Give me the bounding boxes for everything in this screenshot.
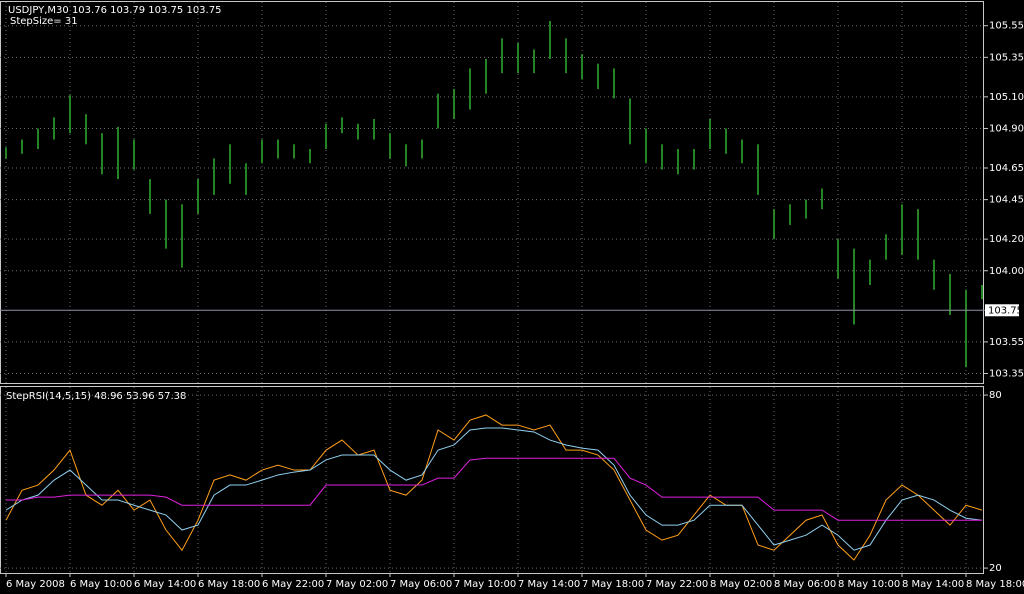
y-tick-label: 104.65: [989, 163, 1024, 174]
y-tick-label: 104.90: [989, 123, 1024, 134]
x-tick-label: 8 May 18:00: [966, 579, 1024, 590]
y-tick-label: 103.35: [989, 369, 1024, 380]
y-tick-label: 105.35: [989, 52, 1024, 63]
indicator-panel-frame: [0, 386, 984, 574]
y-tick-label: 104.20: [989, 234, 1024, 245]
price-title: USDJPY,M30 103.76 103.79 103.75 103.75: [8, 5, 221, 16]
x-tick-label: 7 May 02:00: [326, 579, 388, 590]
price-panel-frame: [0, 1, 984, 384]
y-tick-label: 104.00: [989, 266, 1024, 277]
x-tick-label: 8 May 10:00: [838, 579, 900, 590]
x-tick-label: 8 May 06:00: [774, 579, 836, 590]
y-tick-label: 104.45: [989, 195, 1024, 206]
y-tick-label: 103.55: [989, 337, 1024, 348]
x-tick-label: 6 May 22:00: [262, 579, 324, 590]
y-tick-label: 105.55: [989, 21, 1024, 32]
x-tick-label: 6 May 2008: [6, 579, 65, 590]
y-tick-label: 80: [989, 390, 1002, 401]
last-price-box: [985, 304, 1019, 317]
indicator-title: StepRSI(14,5,15) 48.96 53.96 57.38: [6, 391, 186, 402]
x-tick-label: 7 May 14:00: [518, 579, 580, 590]
price-subtitle: StepSize= 31: [10, 16, 78, 27]
x-tick-label: 7 May 10:00: [454, 579, 516, 590]
y-tick-label: 105.10: [989, 92, 1024, 103]
x-tick-label: 6 May 18:00: [198, 579, 260, 590]
indicator-line: [6, 457, 982, 521]
last-price-label: 103.75: [988, 305, 1023, 316]
x-tick-label: 7 May 06:00: [390, 579, 452, 590]
x-tick-label: 7 May 18:00: [582, 579, 644, 590]
x-tick-label: 8 May 02:00: [710, 579, 772, 590]
x-tick-label: 7 May 22:00: [646, 579, 708, 590]
x-tick-label: 6 May 10:00: [70, 579, 132, 590]
x-tick-label: 6 May 14:00: [134, 579, 196, 590]
x-tick-label: 8 May 14:00: [902, 579, 964, 590]
y-tick-label: 20: [989, 563, 1002, 574]
indicator-line: [5, 427, 983, 551]
indicator-line: [5, 414, 983, 561]
